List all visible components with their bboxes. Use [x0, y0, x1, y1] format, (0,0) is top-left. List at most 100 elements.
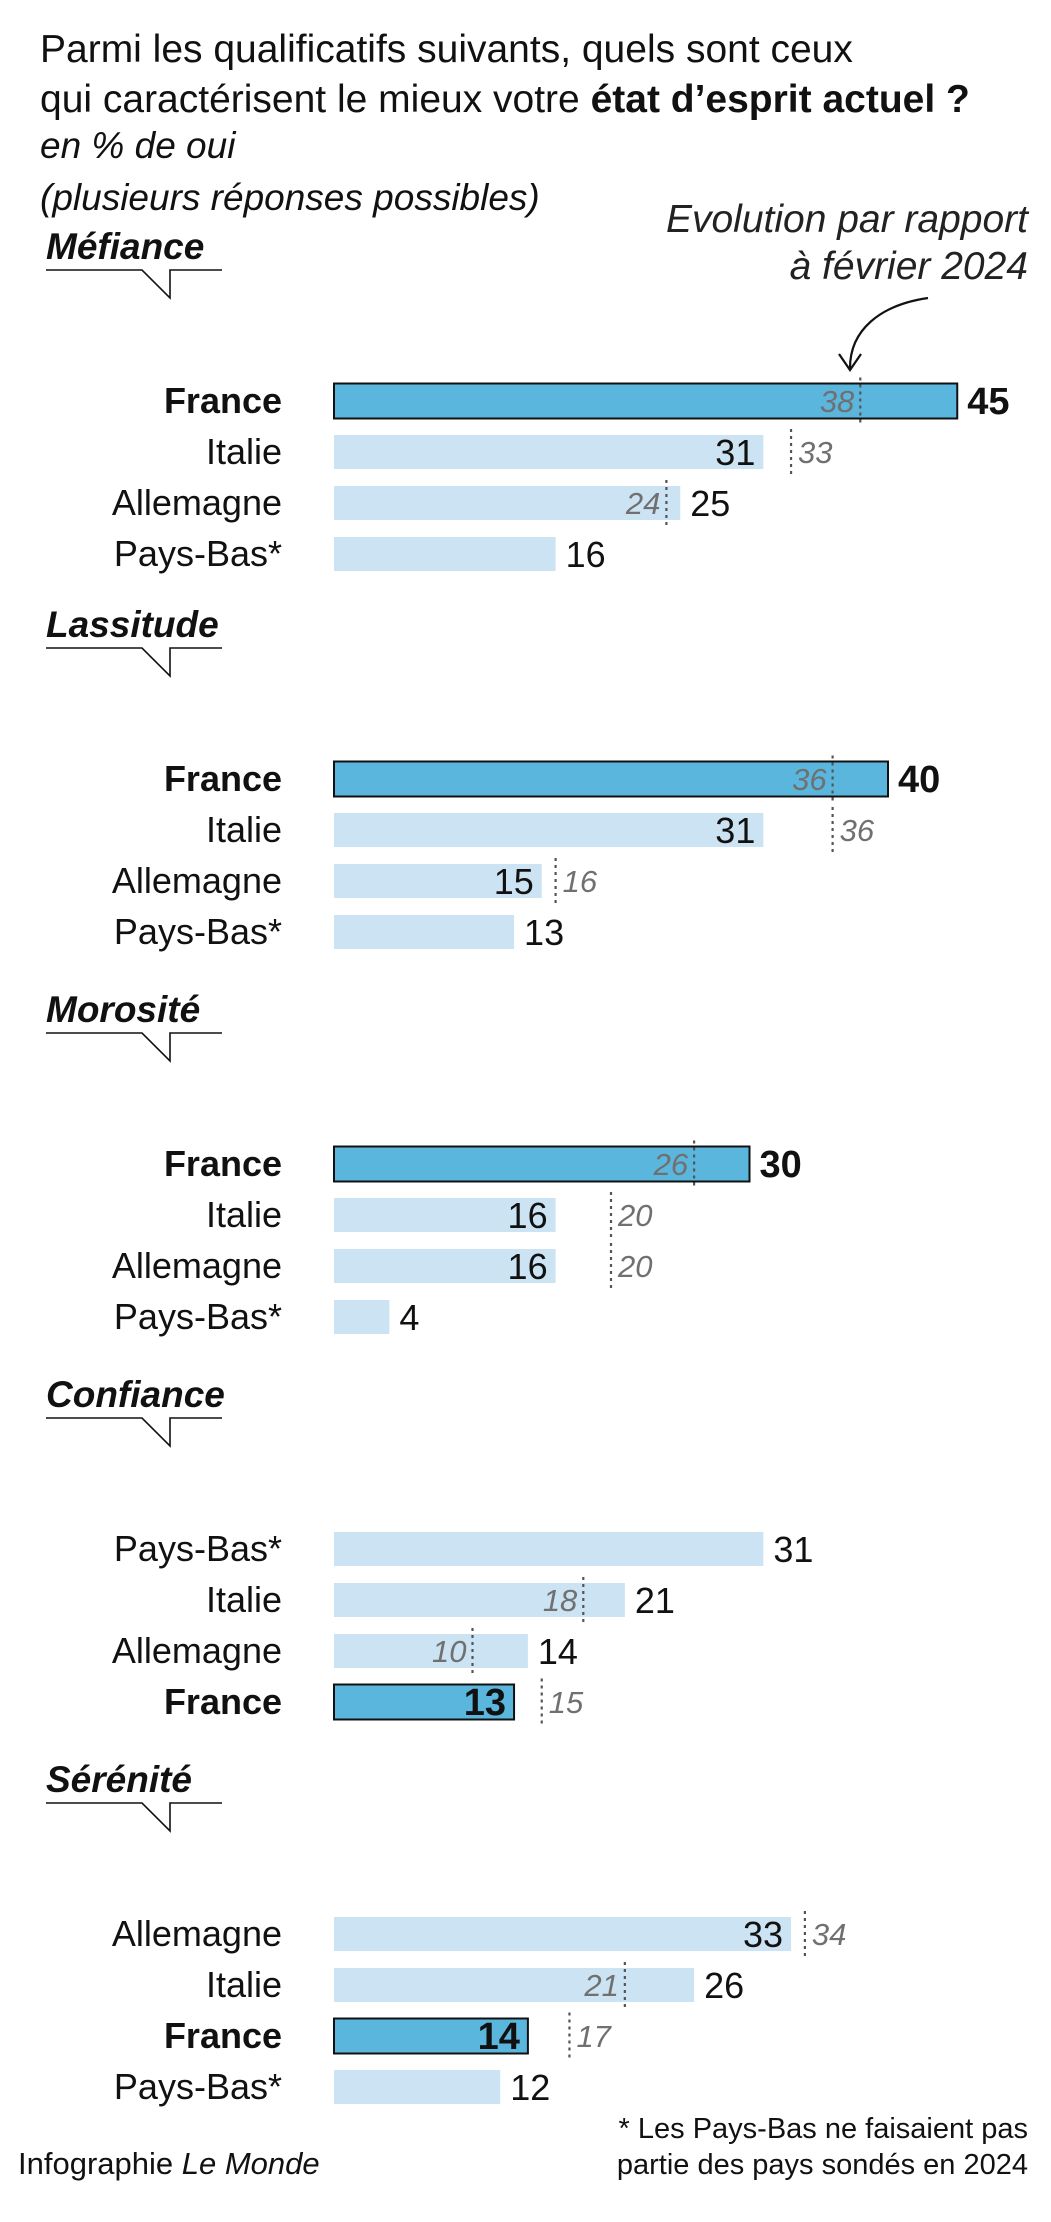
- chart-title-line1: Parmi les qualificatifs suivants, quels …: [40, 28, 853, 71]
- bar-mefiance-pays-bas: [334, 537, 556, 571]
- bar-row: France 17 14: [164, 2012, 613, 2060]
- country-label-france: France: [164, 1143, 282, 1184]
- bar-serenite-france: [333, 2017, 529, 2055]
- chart-header: Parmi les qualificatifs suivants, quels …: [40, 28, 970, 218]
- group-mefiance: Méfiance France 38 45 Italie 33 31 Allemagne 24 2…: [46, 226, 1010, 575]
- bar-confiance-pays-bas: [334, 1532, 764, 1566]
- bar-row: Allemagne 24 25: [112, 480, 730, 526]
- source-prefix: Infographie: [18, 2146, 182, 2181]
- country-label-allemagne: Allemagne: [112, 1630, 282, 1671]
- value-label: 45: [967, 381, 1009, 423]
- bar-row: France 26 30: [164, 1140, 802, 1188]
- chart-note: (plusieurs réponses possibles): [40, 177, 540, 218]
- value-label: 31: [715, 432, 755, 473]
- section-underline-serenite: [46, 1802, 222, 1833]
- previous-value-label: 10: [432, 1634, 466, 1669]
- previous-value-label: 18: [543, 1583, 578, 1618]
- country-label-france: France: [164, 1681, 282, 1722]
- bar-row: Allemagne 34 33: [112, 1911, 846, 1957]
- bar-morosite-france: [333, 1145, 751, 1183]
- previous-value-label: 33: [798, 435, 832, 470]
- previous-value-label: 20: [617, 1249, 652, 1284]
- group-serenite: Sérénité Allemagne 34 33 Italie 21 26 France 17 1…: [46, 1759, 846, 2108]
- bar-morosite-allemagne: [334, 1249, 556, 1283]
- section-title-serenite: Sérénité: [46, 1759, 192, 1800]
- bar-row: Pays-Bas* 31: [114, 1528, 813, 1570]
- section-title-confiance: Confiance: [46, 1374, 225, 1415]
- previous-value-label: 34: [812, 1917, 846, 1952]
- section-title-lassitude: Lassitude: [46, 604, 219, 645]
- source-brand: Le Monde: [182, 2146, 320, 2181]
- bar-mefiance-italie: [334, 435, 764, 469]
- section-underline-mefiance: [46, 269, 222, 300]
- bar-row: Italie 20 16: [206, 1192, 652, 1238]
- bar-serenite-allemagne: [334, 1917, 792, 1951]
- country-label-pays-bas: Pays-Bas*: [114, 2066, 282, 2107]
- value-label: 16: [508, 1246, 548, 1287]
- section-underline-confiance: [46, 1417, 222, 1448]
- value-label: 14: [538, 1631, 578, 1672]
- value-label: 40: [898, 759, 940, 801]
- value-label: 16: [508, 1195, 548, 1236]
- bar-lassitude-france: [333, 760, 889, 798]
- previous-value-label: 15: [549, 1685, 584, 1720]
- bar-morosite-italie: [334, 1198, 556, 1232]
- evolution-arrow-icon: [848, 296, 929, 369]
- previous-value-label: 17: [576, 2019, 612, 2054]
- bar-serenite-pays-bas: [334, 2070, 501, 2104]
- bar-row: Pays-Bas* 12: [114, 2066, 550, 2108]
- country-label-italie: Italie: [206, 1579, 282, 1620]
- bar-row: Italie 21 26: [206, 1962, 744, 2008]
- value-label: 13: [524, 912, 564, 953]
- bar-morosite-pays-bas: [334, 1300, 390, 1334]
- value-label: 33: [743, 1914, 783, 1955]
- bar-mefiance-allemagne: [334, 486, 681, 520]
- section-title-morosite: Morosité: [46, 989, 200, 1030]
- previous-value-label: 26: [653, 1147, 689, 1182]
- value-label: 26: [704, 1965, 744, 2006]
- bar-serenite-italie: [334, 1968, 695, 2002]
- group-lassitude: Lassitude France 36 40 Italie 36 31 Allemagne 16…: [46, 604, 940, 953]
- value-label: 31: [715, 810, 755, 851]
- group-confiance: Confiance Pays-Bas* 31 Italie 18 21 Allemagne 1…: [46, 1374, 813, 1726]
- bar-row: Italie 33 31: [206, 429, 833, 475]
- bar-row: Allemagne 20 16: [112, 1243, 652, 1289]
- value-label: 12: [510, 2067, 550, 2108]
- country-label-italie: Italie: [206, 1194, 282, 1235]
- value-label: 15: [494, 861, 534, 902]
- value-label: 13: [464, 1682, 506, 1724]
- bar-row: Pays-Bas* 16: [114, 533, 606, 575]
- bar-row: Pays-Bas* 13: [114, 911, 564, 953]
- chart-title-line2: qui caractérisent le mieux votre état d’…: [40, 78, 970, 121]
- value-label: 30: [760, 1144, 802, 1186]
- chart-title-line2-bold: état d’esprit actuel ?: [591, 78, 970, 121]
- chart-groups: Méfiance France 38 45 Italie 33 31 Allemagne 24 2…: [46, 226, 1010, 2108]
- section-underline-lassitude: [46, 647, 222, 678]
- previous-value-label: 21: [583, 1968, 618, 2003]
- bar-confiance-allemagne: [334, 1634, 528, 1668]
- country-label-pays-bas: Pays-Bas*: [114, 533, 282, 574]
- bar-lassitude-italie: [334, 813, 764, 847]
- evolution-note-line1: Evolution par rapport: [666, 198, 1030, 241]
- previous-value-label: 36: [840, 813, 875, 848]
- bar-row: Italie 36 31: [206, 807, 875, 853]
- bar-lassitude-pays-bas: [334, 915, 515, 949]
- previous-value-label: 24: [625, 486, 660, 521]
- bar-mefiance-france: [333, 382, 959, 420]
- bar-row: Allemagne 16 15: [112, 858, 598, 904]
- bar-lassitude-allemagne: [334, 864, 542, 898]
- previous-value-label: 20: [617, 1198, 652, 1233]
- country-label-pays-bas: Pays-Bas*: [114, 1296, 282, 1337]
- bar-row: Allemagne 10 14: [112, 1628, 578, 1674]
- country-label-france: France: [164, 380, 282, 421]
- bar-confiance-italie: [334, 1583, 625, 1617]
- evolution-arrowhead-icon: [838, 353, 862, 372]
- country-label-allemagne: Allemagne: [112, 1245, 282, 1286]
- footnote-line1: * Les Pays-Bas ne faisaient pas: [619, 2113, 1028, 2145]
- section-title-mefiance: Méfiance: [46, 226, 204, 267]
- chart-footer: * Les Pays-Bas ne faisaient pas partie d…: [18, 2113, 1028, 2181]
- country-label-france: France: [164, 2015, 282, 2056]
- value-label: 31: [773, 1529, 813, 1570]
- country-label-italie: Italie: [206, 1964, 282, 2005]
